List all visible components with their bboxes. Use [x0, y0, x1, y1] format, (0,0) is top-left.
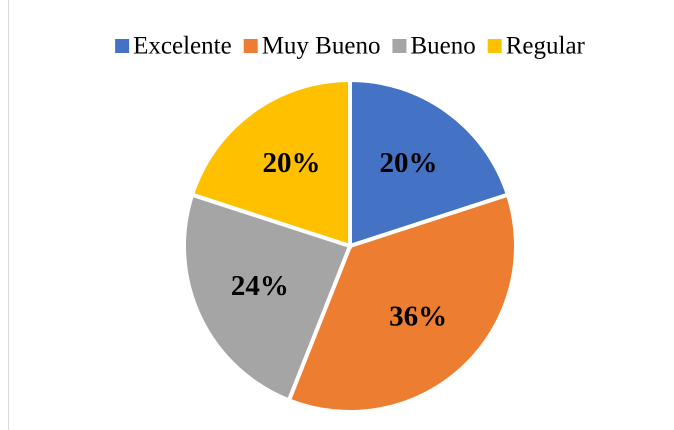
legend-label: Excelente — [133, 33, 232, 60]
data-label: 24% — [231, 270, 289, 302]
pie-slice — [286, 192, 518, 414]
data-label: 20% — [262, 147, 320, 179]
data-label: 36% — [389, 300, 447, 332]
legend-label: Muy Bueno — [262, 33, 381, 60]
legend: Excelente Muy Bueno Bueno Regular — [115, 33, 586, 60]
legend-label: Regular — [506, 33, 586, 60]
pie-slice — [189, 77, 352, 249]
legend-swatch — [115, 39, 130, 53]
pie-slice — [182, 192, 353, 403]
legend-swatch — [243, 39, 258, 53]
legend-swatch — [487, 39, 502, 53]
data-label: 20% — [380, 147, 438, 179]
legend-label: Bueno — [410, 33, 475, 60]
legend-swatch — [392, 39, 407, 53]
pie-slice — [348, 77, 511, 249]
